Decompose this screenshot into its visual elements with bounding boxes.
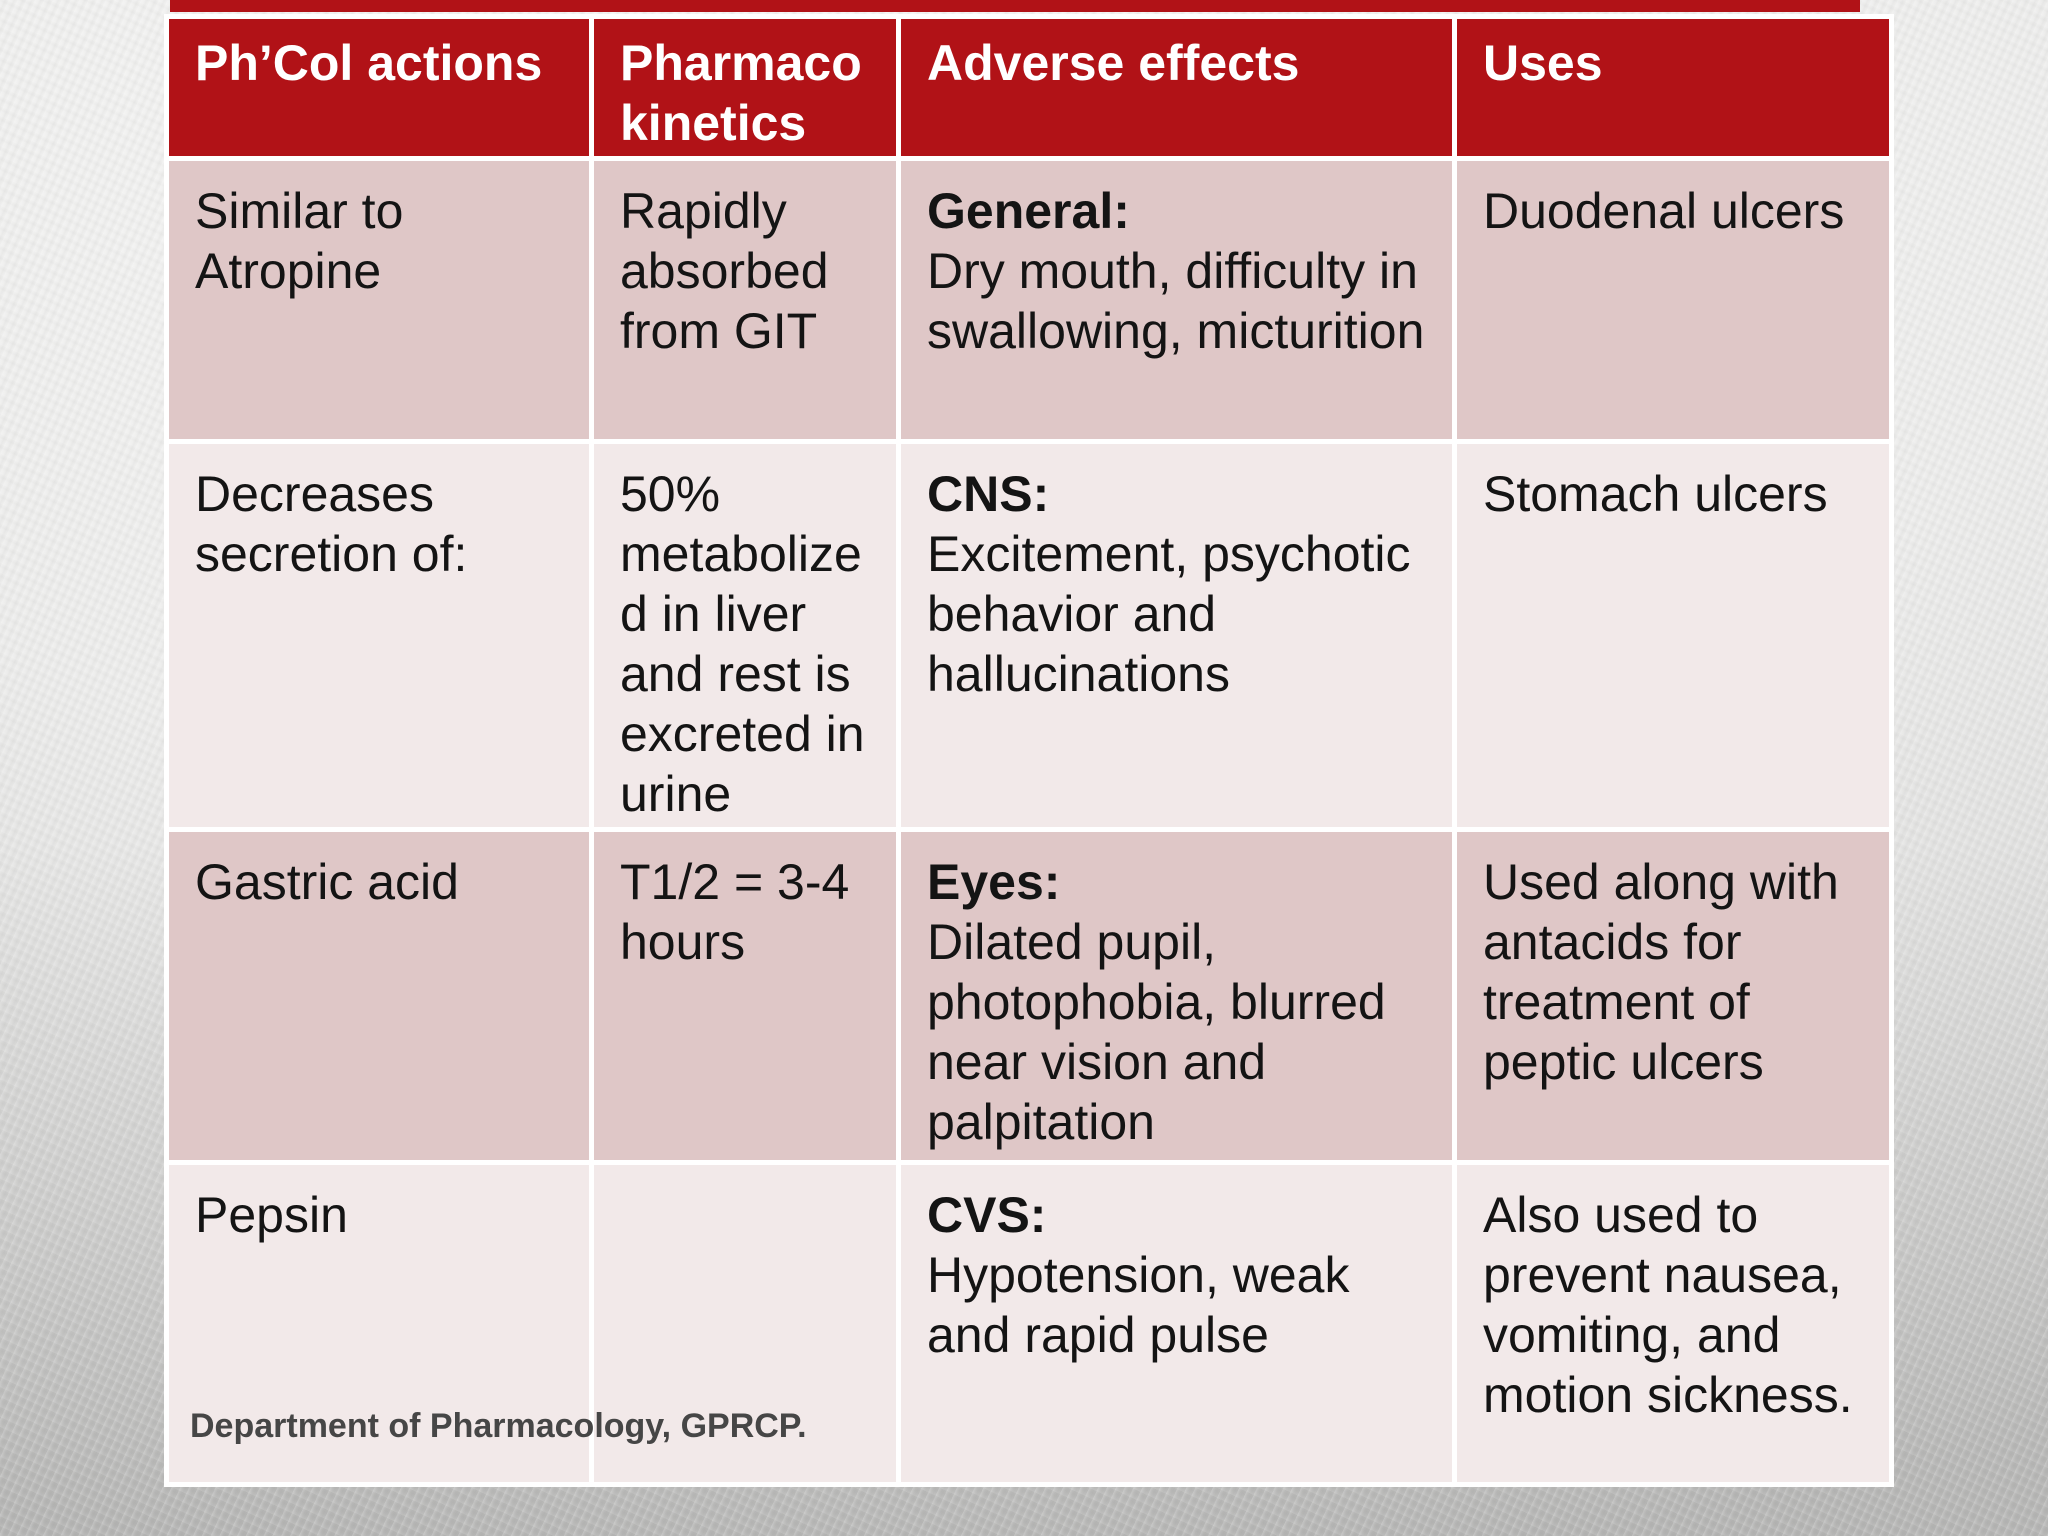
cell-r4-uses: Also used to prevent nausea, vomiting, a… [1457, 1165, 1889, 1482]
header-cell-adverse-effects: Adverse effects [901, 19, 1452, 156]
cell-text-cns: Excitement, psychotic behavior and hallu… [927, 526, 1411, 702]
cell-label-eyes: Eyes: [927, 854, 1061, 910]
top-accent-bar [170, 0, 1860, 12]
cell-r2-pharmacokinetics: 50% metabolized in liver and rest is exc… [594, 444, 896, 827]
cell-r1-actions: Similar to Atropine [169, 161, 589, 439]
cell-r1-uses: Duodenal ulcers [1457, 161, 1889, 439]
cell-r3-actions: Gastric acid [169, 832, 589, 1160]
cell-r2-actions: Decreases secretion of: [169, 444, 589, 827]
cell-r4-pharmacokinetics [594, 1165, 896, 1482]
cell-r1-adverse: General: Dry mouth, difficulty in swallow… [901, 161, 1452, 439]
cell-r3-adverse: Eyes: Dilated pupil, photophobia, blurred… [901, 832, 1452, 1160]
header-cell-phcol-actions: Ph’Col actions [169, 19, 589, 156]
slide-footer: Department of Pharmacology, GPRCP. [190, 1407, 807, 1445]
cell-text-eyes: Dilated pupil, photophobia, blurred near… [927, 914, 1386, 1150]
cell-r4-adverse: CVS: Hypotension, weak and rapid pulse [901, 1165, 1452, 1482]
cell-r2-adverse: CNS: Excitement, psychotic behavior and h… [901, 444, 1452, 827]
cell-label-cvs: CVS: [927, 1187, 1047, 1243]
cell-r3-pharmacokinetics: T1/2 = 3-4 hours [594, 832, 896, 1160]
cell-text-cvs: Hypotension, weak and rapid pulse [927, 1247, 1350, 1363]
header-cell-uses: Uses [1457, 19, 1889, 156]
cell-r1-pharmacokinetics: Rapidly absorbed from GIT [594, 161, 896, 439]
cell-text-general: Dry mouth, difficulty in swallowing, mic… [927, 243, 1425, 359]
header-cell-pharmacokinetics: Pharmaco kinetics [594, 19, 896, 156]
cell-r4-actions: Pepsin [169, 1165, 589, 1482]
cell-label-general: General: [927, 183, 1130, 239]
cell-r3-uses: Used along with antacids for treatment o… [1457, 832, 1889, 1160]
cell-label-cns: CNS: [927, 466, 1050, 522]
cell-r2-uses: Stomach ulcers [1457, 444, 1889, 827]
pharmacology-table: Ph’Col actions Pharmaco kinetics Adverse… [164, 14, 1894, 1487]
